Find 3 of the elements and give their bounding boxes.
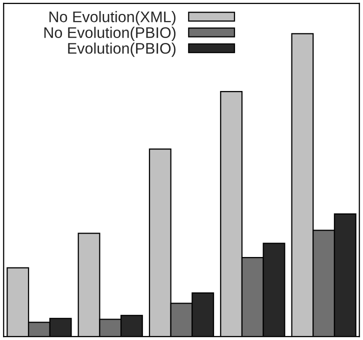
legend-label: No Evolution(PBIO) [44, 26, 176, 42]
legend-label: No Evolution(XML) [49, 11, 176, 26]
legend-label: Evolution(PBIO) [68, 42, 176, 57]
